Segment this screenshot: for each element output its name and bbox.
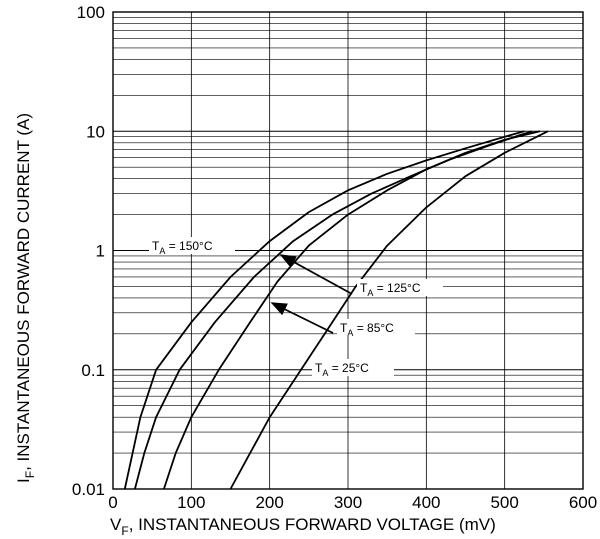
y-tick-labels: 0.01 0.1 1 10 100 — [72, 3, 105, 499]
plot-frame — [112, 11, 584, 490]
x-tick-label: 400 — [412, 493, 440, 512]
series-line-0 — [123, 130, 525, 490]
y-tick-label: 1 — [96, 242, 105, 261]
x-tick-labels: 0 100 200 300 400 500 600 — [108, 493, 597, 512]
x-tick-label: 600 — [569, 493, 597, 512]
series-line-3 — [229, 130, 549, 490]
series-line-1 — [134, 130, 533, 490]
annotation-arrow — [270, 302, 334, 334]
y-axis-label: IF, INSTANTANEOUS FORWARD CURRENT (A) — [14, 113, 37, 483]
annotation-group: TA = 150°C TA = 125°C TA = 85°C TA = 25°C — [149, 237, 443, 378]
x-tick-label: 100 — [177, 493, 205, 512]
series-group — [123, 130, 549, 490]
x-tick-label: 300 — [334, 493, 362, 512]
x-tick-label: 200 — [255, 493, 283, 512]
annotation-background — [337, 319, 415, 336]
y-tick-label: 10 — [86, 122, 105, 141]
annotation-arrow — [279, 254, 353, 295]
annotation-background — [149, 237, 235, 254]
series-label-1: TA = 125°C — [360, 281, 421, 298]
y-tick-label: 0.1 — [81, 361, 105, 380]
series-label-2: TA = 85°C — [340, 321, 394, 338]
y-tick-label: 0.01 — [72, 480, 105, 499]
annotation-background — [312, 359, 394, 376]
x-axis-label: VF, INSTANTANEOUS FORWARD VOLTAGE (mV) — [110, 515, 496, 538]
x-tick-label: 500 — [490, 493, 518, 512]
y-tick-label: 100 — [77, 3, 105, 22]
series-label-0: TA = 150°C — [152, 239, 213, 256]
series-line-2 — [163, 130, 541, 490]
annotation-background — [357, 279, 443, 296]
x-tick-label: 0 — [108, 493, 117, 512]
series-label-3: TA = 25°C — [315, 361, 369, 378]
